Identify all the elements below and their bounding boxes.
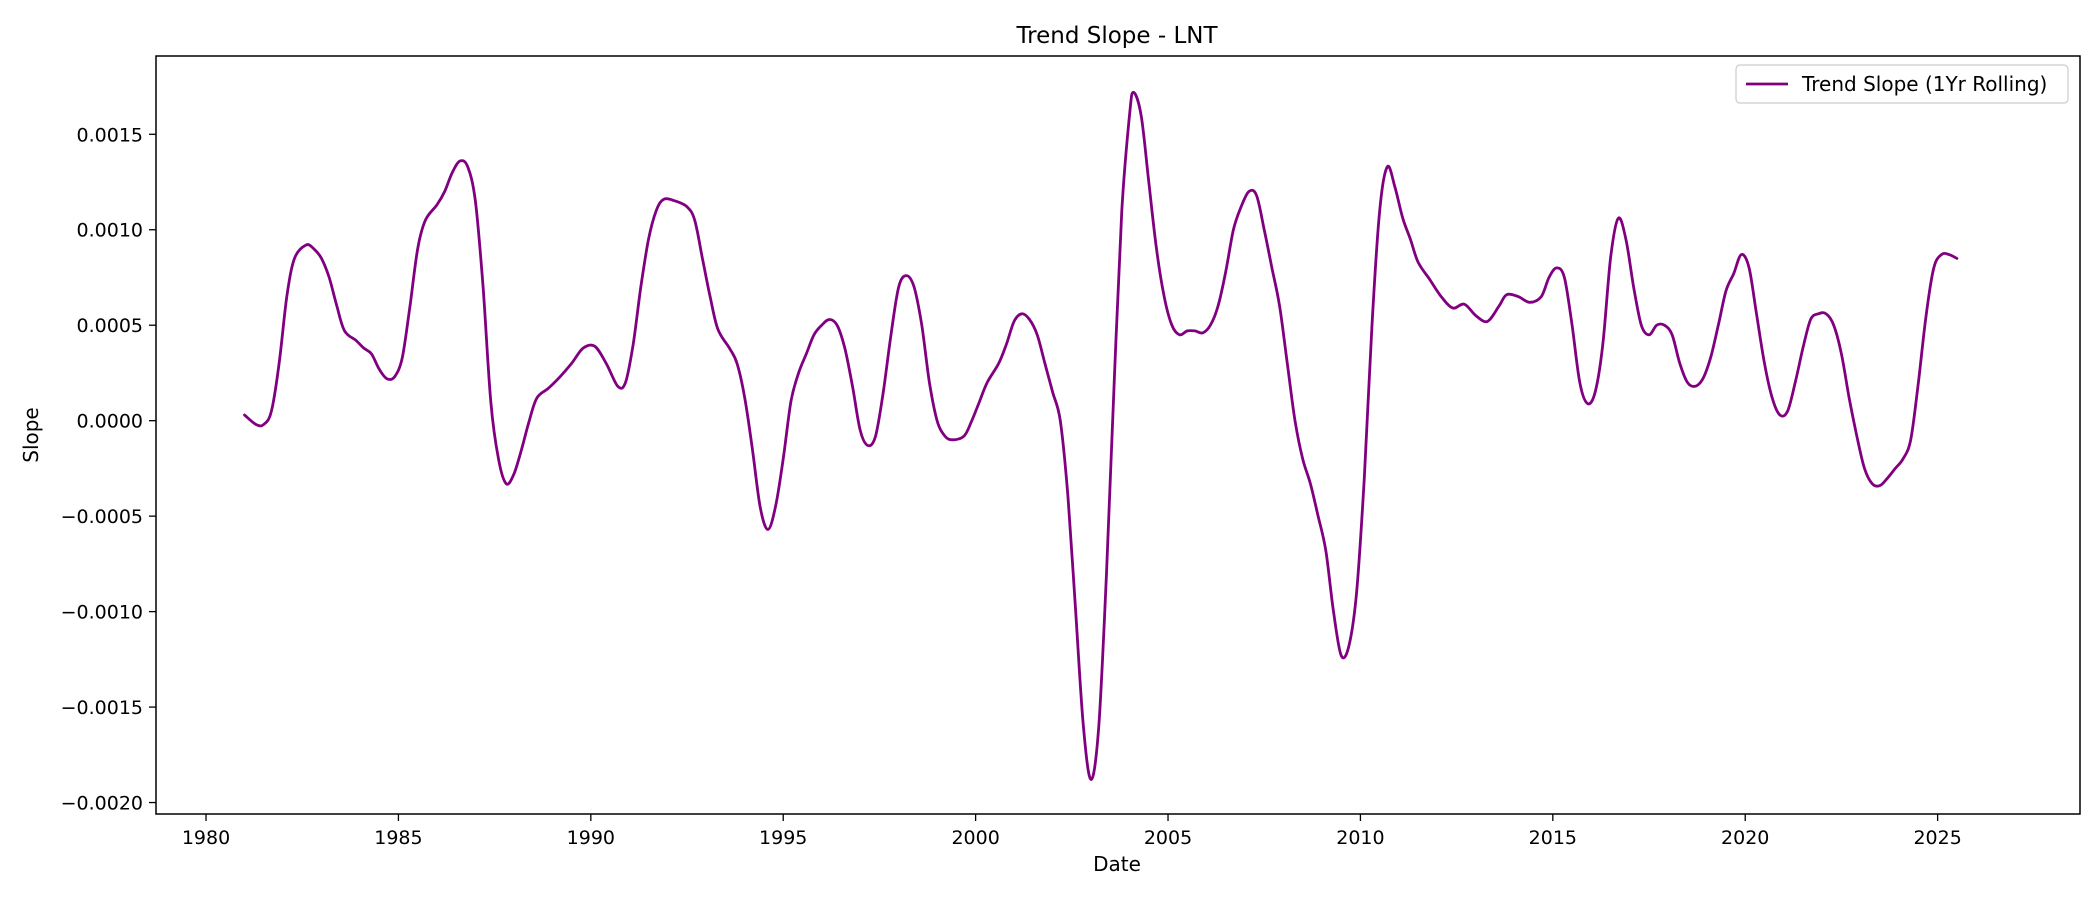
x-axis-label: Date [1093, 852, 1141, 876]
x-tick-label: 2005 [1144, 827, 1192, 849]
x-tick-label: 1985 [374, 827, 422, 849]
plot-area [156, 56, 2080, 814]
x-tick-label: 2015 [1529, 827, 1577, 849]
y-axis-label: Slope [19, 407, 43, 463]
x-tick-label: 2020 [1721, 827, 1769, 849]
y-axis-ticks: 0.0015 0.0010 0.0005 0.0000 −0.0005 −0.0010 −0… [61, 124, 156, 815]
chart-title: Trend Slope - LNT [1015, 23, 1218, 49]
x-tick-label: 1990 [567, 827, 615, 849]
legend: Trend Slope (1Yr Rolling) [1735, 64, 2069, 104]
y-tick-label: 0.0010 [77, 220, 143, 242]
plot-frame [155, 55, 2081, 815]
x-tick-label: 2000 [951, 827, 999, 849]
y-tick-label: −0.0015 [61, 697, 143, 719]
trend-slope-line [243, 90, 1959, 781]
y-tick-label: −0.0010 [61, 602, 143, 624]
x-tick-label: 1980 [182, 827, 230, 849]
x-tick-label: 2010 [1336, 827, 1384, 849]
legend-label: Trend Slope (1Yr Rolling) [1801, 72, 2047, 96]
y-tick-label: 0.0000 [77, 411, 143, 433]
y-tick-label: 0.0015 [77, 124, 143, 146]
y-tick-label: −0.0020 [61, 793, 143, 815]
x-tick-label: 1995 [759, 827, 807, 849]
legend-box [1735, 64, 2069, 104]
y-tick-label: 0.0005 [77, 315, 143, 337]
y-tick-label: −0.0005 [61, 506, 143, 528]
x-axis-ticks: 1980 1985 1990 1995 2000 2005 2010 2015 2020 2025 [182, 814, 1962, 849]
x-tick-label: 2025 [1913, 827, 1961, 849]
